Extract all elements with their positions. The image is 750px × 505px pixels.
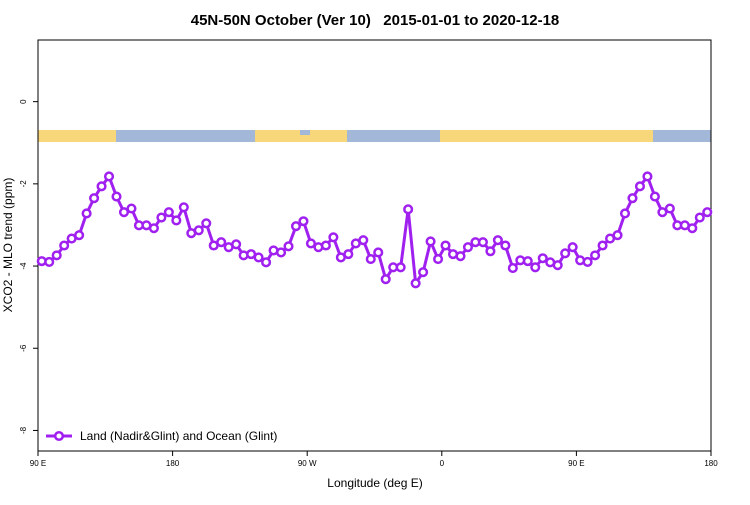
data-point: [440, 240, 451, 251]
data-point: [612, 230, 623, 241]
land-strip: [440, 130, 653, 142]
x-axis-label: Longitude (deg E): [327, 476, 422, 490]
data-point: [126, 203, 137, 214]
data-point: [81, 208, 92, 219]
data-point: [290, 221, 302, 232]
land-strip: [255, 130, 347, 142]
data-point: [216, 237, 227, 248]
x-tick-label: 90 E: [568, 459, 584, 468]
data-point: [537, 253, 548, 264]
data-point: [477, 237, 488, 248]
y-tick-label: -2: [19, 180, 28, 188]
y-tick-label: -8: [19, 426, 28, 434]
data-point: [410, 278, 421, 289]
data-point: [163, 207, 174, 218]
data-point: [253, 252, 264, 263]
data-point: [44, 256, 55, 267]
data-point: [462, 242, 474, 253]
data-point: [492, 235, 503, 246]
y-axis-label: XCO2 - MLO trend (ppm): [1, 178, 15, 313]
data-point: [522, 256, 533, 267]
data-point: [178, 202, 189, 213]
data-point: [51, 250, 62, 261]
x-tick-label: 0: [440, 459, 445, 468]
data-point: [552, 260, 563, 271]
x-tick-label: 90 W: [298, 459, 317, 468]
data-point: [500, 240, 511, 251]
data-point: [649, 191, 660, 202]
data-point: [380, 274, 391, 285]
land-strip: [38, 130, 116, 142]
x-tick-label: 180: [166, 459, 180, 468]
data-point: [418, 267, 429, 278]
data-point: [305, 238, 316, 249]
data-point: [567, 242, 578, 253]
data-point: [619, 208, 631, 219]
data-point: [597, 240, 608, 251]
data-point: [657, 207, 668, 218]
data-point: [261, 257, 272, 268]
data-point: [627, 193, 638, 204]
data-point: [403, 204, 414, 215]
ocean-strip: [300, 130, 310, 135]
y-tick-label: 0: [19, 99, 28, 104]
chart-title: 45N-50N October (Ver 10) 2015-01-01 to 2…: [191, 12, 560, 29]
data-point: [530, 262, 541, 273]
data-point: [275, 247, 287, 258]
data-point: [298, 216, 309, 227]
legend-marker: [53, 430, 65, 442]
data-point: [283, 241, 294, 252]
data-point: [118, 207, 130, 218]
data-point: [664, 203, 675, 214]
series-line: [41, 173, 709, 288]
data-point: [373, 247, 384, 258]
data-point: [358, 235, 369, 246]
data-point: [171, 215, 182, 226]
data-point: [111, 191, 122, 202]
data-point: [582, 256, 593, 267]
data-point: [328, 232, 339, 243]
data-point: [507, 263, 518, 274]
data-point: [103, 171, 115, 182]
data-point: [231, 239, 242, 250]
data-point: [455, 251, 466, 262]
plot-frame: [37, 39, 712, 452]
data-point: [201, 218, 212, 229]
y-tick-label: -4: [19, 262, 28, 270]
data-point: [343, 249, 354, 260]
data-point: [560, 248, 571, 259]
land-ocean-strip: [38, 130, 711, 142]
data-point: [96, 181, 107, 192]
data-point: [433, 254, 444, 265]
legend-label: Land (Nadir&Glint) and Ocean (Glint): [80, 429, 277, 443]
data-point: [74, 230, 85, 241]
data-point: [89, 193, 100, 204]
data-point: [156, 212, 167, 223]
data-point: [365, 254, 376, 265]
x-tick-label: 90 E: [30, 459, 46, 468]
data-point: [642, 171, 653, 182]
data-point: [395, 262, 406, 273]
data-point: [485, 246, 496, 257]
data-point: [687, 223, 698, 234]
data-point: [634, 181, 646, 192]
data-point: [590, 250, 601, 261]
data-point: [193, 225, 204, 236]
data-point: [148, 223, 159, 234]
data-point: [59, 240, 70, 251]
y-tick-label: -6: [19, 344, 28, 352]
data-point: [694, 212, 705, 223]
data-point: [425, 236, 436, 247]
data-point: [702, 207, 713, 218]
x-tick-label: 180: [704, 459, 718, 468]
data-point: [320, 240, 331, 251]
